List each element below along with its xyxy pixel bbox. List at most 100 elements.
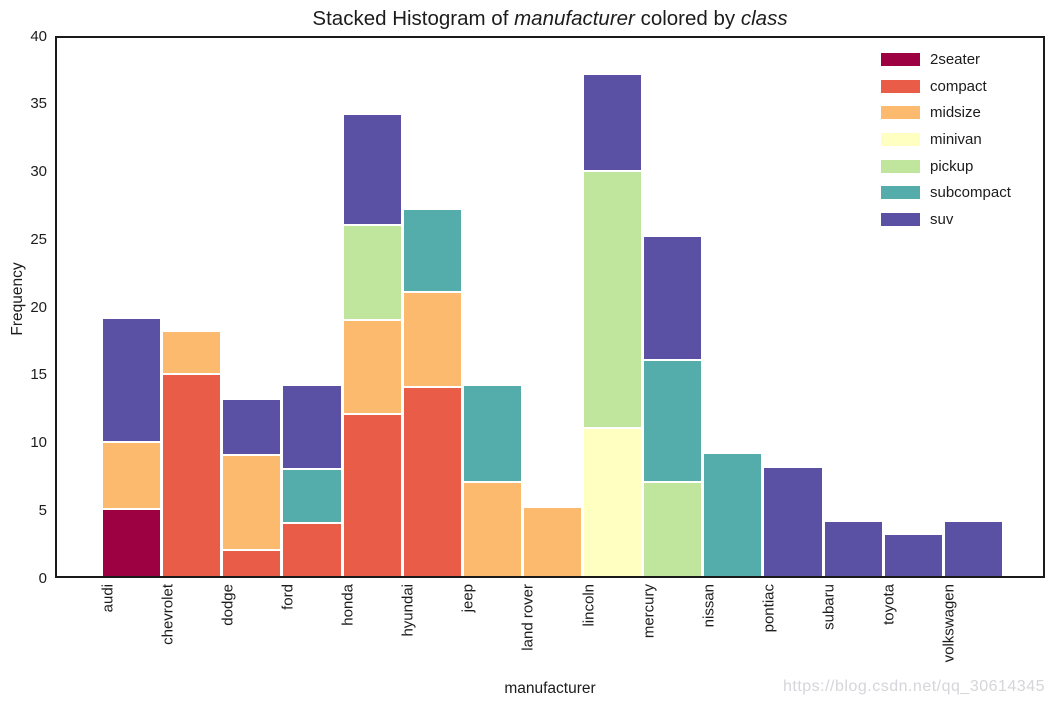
- segment-ford-subcompact: [283, 467, 341, 522]
- bar-chevrolet: [163, 332, 221, 576]
- segment-audi-suv: [103, 318, 161, 441]
- segment-chevrolet-midsize: [163, 332, 221, 373]
- y-tick-label: 40: [30, 27, 47, 45]
- legend-swatch-suv: [881, 212, 920, 226]
- x-tick-label-pontiac: pontiac: [760, 584, 778, 633]
- segment-honda-compact: [343, 413, 401, 576]
- y-tick-label: 35: [30, 95, 47, 113]
- x-tick-label-chevrolet: chevrolet: [159, 584, 177, 645]
- bar-audi: [103, 318, 161, 576]
- legend-row-compact: compact: [881, 73, 1011, 100]
- bar-mercury: [644, 237, 702, 576]
- legend-label-minivan: minivan: [930, 130, 982, 148]
- x-tick-label-jeep: jeep: [459, 584, 477, 613]
- x-tick-label-dodge: dodge: [219, 584, 237, 626]
- bar-honda: [343, 115, 401, 576]
- bar-toyota: [884, 535, 942, 576]
- segment-dodge-midsize: [223, 454, 281, 549]
- legend-row-pickup: pickup: [881, 153, 1011, 180]
- segment-toyota-suv: [884, 535, 942, 576]
- legend-label-midsize: midsize: [930, 104, 981, 122]
- segment-honda-pickup: [343, 223, 401, 319]
- segment-lincoln-suv: [584, 74, 642, 170]
- segment-mercury-pickup: [644, 481, 702, 576]
- chart-title: Stacked Histogram of manufacturer colore…: [55, 7, 1045, 31]
- x-tick-label-lincoln: lincoln: [580, 584, 598, 627]
- y-tick-label: 5: [38, 501, 47, 519]
- x-tick-label-mercury: mercury: [640, 584, 658, 639]
- x-tick-label-nissan: nissan: [700, 584, 718, 628]
- segment-ford-compact: [283, 521, 341, 576]
- legend-label-compact: compact: [930, 77, 987, 95]
- x-axis-label: manufacturer: [504, 680, 596, 697]
- title-italic-segment: manufacturer: [514, 7, 635, 30]
- legend-row-minivan: minivan: [881, 126, 1011, 153]
- segment-mercury-subcompact: [644, 359, 702, 482]
- segment-dodge-suv: [223, 399, 281, 455]
- y-tick-label: 20: [30, 298, 47, 316]
- segment-mercury-suv: [644, 237, 702, 360]
- bar-land-rover: [523, 508, 582, 576]
- segment-honda-suv: [343, 115, 401, 224]
- legend-row-2seater: 2seater: [881, 46, 1011, 73]
- segment-chevrolet-compact: [163, 372, 221, 576]
- segment-hyundai-subcompact: [403, 210, 461, 292]
- bar-pontiac: [764, 467, 822, 576]
- segment-honda-midsize: [343, 318, 401, 414]
- segment-hyundai-compact: [403, 386, 461, 576]
- x-tick-label-volkswagen: volkswagen: [940, 584, 958, 663]
- title-segment: Stacked Histogram of: [312, 7, 515, 30]
- y-axis-label: Frequency: [9, 262, 26, 336]
- segment-audi-midsize: [103, 440, 161, 509]
- legend-swatch-2seater: [881, 52, 920, 66]
- title-segment: colored by: [634, 7, 741, 30]
- legend: 2seater compact midsize minivan pickup subcom…: [881, 46, 1011, 233]
- x-tick-label-ford: ford: [279, 584, 297, 610]
- legend-row-subcompact: subcompact: [881, 179, 1011, 206]
- segment-nissan-subcompact: [704, 454, 762, 576]
- segment-lincoln-minivan: [584, 426, 642, 576]
- legend-row-midsize: midsize: [881, 99, 1011, 126]
- segment-jeep-subcompact: [463, 386, 521, 482]
- legend-swatch-pickup: [881, 159, 920, 173]
- bars-layer: [57, 38, 1043, 576]
- legend-label-2seater: 2seater: [930, 50, 981, 68]
- segment-subaru-suv: [824, 521, 882, 576]
- segment-dodge-compact: [223, 548, 281, 576]
- segment-volkswagen-suv: [944, 521, 1002, 576]
- legend-label-pickup: pickup: [930, 157, 974, 175]
- legend-swatch-midsize: [881, 106, 920, 120]
- x-tick-label-toyota: toyota: [880, 584, 898, 625]
- bar-jeep: [463, 386, 521, 576]
- legend-swatch-minivan: [881, 132, 920, 146]
- bar-subaru: [824, 521, 882, 576]
- legend-swatch-compact: [881, 79, 920, 93]
- x-tick-label-subaru: subaru: [820, 584, 838, 630]
- segment-ford-suv: [283, 386, 341, 468]
- segment-pontiac-suv: [764, 467, 822, 576]
- legend-row-suv: suv: [881, 206, 1011, 233]
- segment-audi-2seater: [103, 508, 161, 576]
- bar-nissan: [704, 454, 762, 576]
- segment-jeep-midsize: [463, 481, 521, 576]
- legend-label-subcompact: subcompact: [930, 184, 1011, 202]
- legend-label-suv: suv: [930, 210, 954, 228]
- x-tick-label-audi: audi: [99, 584, 117, 613]
- y-tick-label: 25: [30, 230, 47, 248]
- bar-lincoln: [584, 74, 642, 576]
- legend-swatch-subcompact: [881, 186, 920, 200]
- y-tick-label: 10: [30, 434, 47, 451]
- plot-area: [55, 36, 1045, 578]
- y-tick-label: 30: [30, 163, 47, 180]
- bar-dodge: [223, 399, 281, 576]
- segment-lincoln-pickup: [584, 169, 642, 427]
- bar-volkswagen: [944, 521, 1002, 576]
- y-tick-label: 0: [38, 569, 47, 587]
- y-tick-label: 15: [30, 366, 47, 384]
- x-tick-label-honda: honda: [339, 584, 357, 626]
- segment-hyundai-midsize: [403, 291, 461, 387]
- watermark-text: https://blog.csdn.net/qq_30614345: [782, 678, 1045, 695]
- title-italic-segment: class: [740, 7, 788, 30]
- x-tick-label-hyundai: hyundai: [399, 584, 417, 637]
